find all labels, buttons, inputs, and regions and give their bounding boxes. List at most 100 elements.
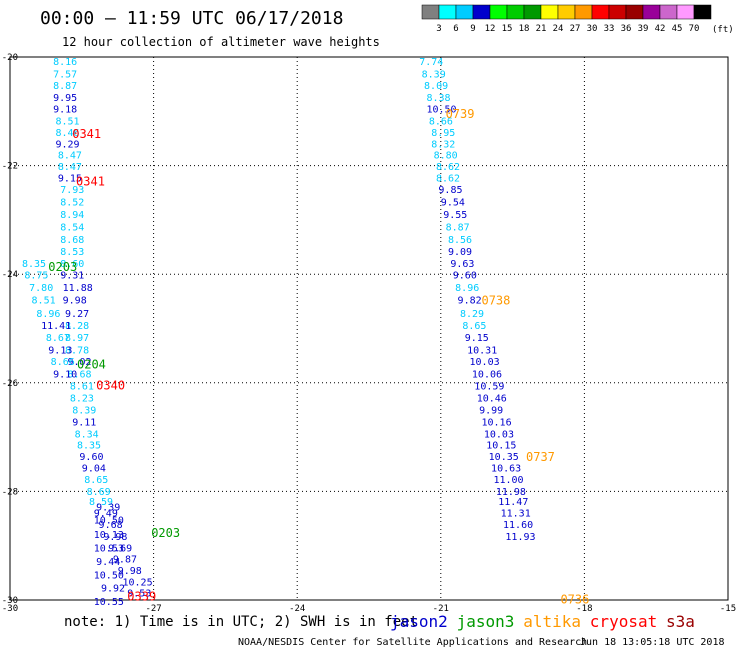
colorbar-swatch (421, 4, 440, 20)
time-label: 0341 (72, 127, 101, 141)
colorbar-label: 21 (536, 24, 547, 34)
colorbar-label: 6 (453, 24, 458, 34)
swh-value: 9.02 (67, 357, 91, 368)
swh-value: 11.93 (505, 532, 535, 543)
swh-value: 10.50 (426, 105, 456, 116)
legend-altika: altika (523, 612, 581, 631)
swh-value: 10.55 (94, 597, 124, 608)
swh-value: 8.75 (24, 271, 48, 282)
swh-value: 8.28 (65, 321, 89, 332)
y-tick-label: -30 (2, 596, 18, 606)
swh-value: 9.95 (53, 93, 77, 104)
swh-value: 8.66 (51, 357, 75, 368)
swh-value: 7.93 (60, 185, 84, 196)
swh-value: 8.94 (60, 210, 84, 221)
swh-value: 9.29 (55, 139, 79, 150)
swh-value: 9.63 (450, 259, 474, 270)
time-label: 0204 (77, 357, 106, 371)
colorbar-label: 3 (436, 24, 441, 34)
swh-value: 9.49 (94, 509, 118, 520)
colorbar-label: 15 (502, 24, 513, 34)
colorbar-label: 27 (570, 24, 581, 34)
swh-value: 8.51 (32, 296, 56, 307)
swh-value: 9.92 (101, 584, 125, 595)
swh-value: 9.99 (479, 405, 503, 416)
swh-value: 8.62 (436, 162, 460, 173)
swh-value: 7.57 (53, 69, 77, 80)
swh-value: 8.52 (60, 197, 84, 208)
swh-value: 8.60 (60, 259, 84, 270)
swh-value: 10.53 (94, 543, 124, 554)
swh-value: 9.98 (103, 532, 127, 543)
swh-value: 8.47 (58, 162, 82, 173)
swh-value: 8.68 (67, 370, 91, 381)
y-tick-label: -26 (2, 379, 18, 389)
swh-value: 7.80 (29, 283, 53, 294)
swh-value: 8.87 (53, 81, 77, 92)
swh-value: 8.32 (431, 139, 455, 150)
swh-value: 10.35 (489, 452, 519, 463)
axis-ticks: -30 -27 -24 -21 -18 -15 -20 -22 -24 -26 -28 -30 (2, 53, 736, 614)
swh-value: 9.54 (441, 197, 465, 208)
grid (10, 57, 728, 600)
swh-value: 9.55 (443, 210, 467, 221)
swh-value: 8.34 (75, 429, 99, 440)
swh-value: 8.97 (65, 333, 89, 344)
swh-value: 8.65 (462, 321, 486, 332)
colorbar-label: 30 (587, 24, 598, 34)
swh-value: 9.85 (438, 185, 462, 196)
colorbar-swatch (676, 4, 695, 20)
colorbar-swatch (489, 4, 508, 20)
y-tick-label: -28 (2, 487, 18, 497)
legend-cryosat: cryosat (590, 612, 657, 631)
swh-value: 8.80 (434, 151, 458, 162)
colorbar-label: 42 (655, 24, 666, 34)
plot-frame (9, 56, 729, 601)
swh-value: 8.46 (55, 128, 79, 139)
swh-value: 9.27 (65, 309, 89, 320)
swh-value: 8.65 (84, 475, 108, 486)
legend-jason3: jason3 (457, 612, 515, 631)
time-label: 0737 (526, 450, 555, 464)
swh-value: 9.15 (58, 174, 82, 185)
swh-value: 11.31 (501, 509, 531, 520)
colorbar-label: 9 (470, 24, 475, 34)
swh-value: 9.53 (127, 588, 151, 599)
header-subtitle: 12 hour collection of altimeter wave hei… (62, 35, 380, 49)
time-label: 0739 (446, 107, 475, 121)
swh-value: 8.53 (60, 247, 84, 258)
swh-value: 10.15 (486, 441, 516, 452)
swh-value: 9.69 (108, 543, 132, 554)
swh-value: 10.59 (474, 382, 504, 393)
swh-value: 8.35 (77, 441, 101, 452)
colorbar-label: 70 (689, 24, 700, 34)
time-label: 0341 (76, 174, 105, 188)
swh-value: 11.60 (503, 520, 533, 531)
x-tick-label: -21 (433, 604, 449, 614)
swh-value: 10.50 (94, 570, 124, 581)
swh-value: 8.23 (70, 393, 94, 404)
colorbar-label: 33 (604, 24, 615, 34)
colorbar-swatch (591, 4, 610, 20)
colorbar-swatch (455, 4, 474, 20)
swh-value: 10.13 (94, 530, 124, 541)
swh-value: 8.61 (70, 382, 94, 393)
swh-value: 9.18 (53, 105, 77, 116)
swh-value: 8.59 (89, 497, 113, 508)
swh-value: 9.11 (72, 417, 96, 428)
x-tick-label: -15 (720, 604, 736, 614)
swh-value: 9.31 (60, 271, 84, 282)
swh-value: 9.87 (113, 555, 137, 566)
colorbar-swatch (625, 4, 644, 20)
swh-value: 8.78 (65, 346, 89, 357)
legend-jason2: jason2 (390, 612, 448, 631)
colorbar-swatch (574, 4, 593, 20)
colorbar-swatch (472, 4, 491, 20)
swh-value: 8.47 (58, 151, 82, 162)
swh-value: 9.13 (48, 346, 72, 357)
swh-value: 10.06 (472, 370, 502, 381)
colorbar-unit: (ft) (712, 25, 734, 35)
swh-value: 10.50 (94, 516, 124, 527)
footer-credit: NOAA/NESDIS Center for Satellite Applica… (238, 637, 587, 648)
